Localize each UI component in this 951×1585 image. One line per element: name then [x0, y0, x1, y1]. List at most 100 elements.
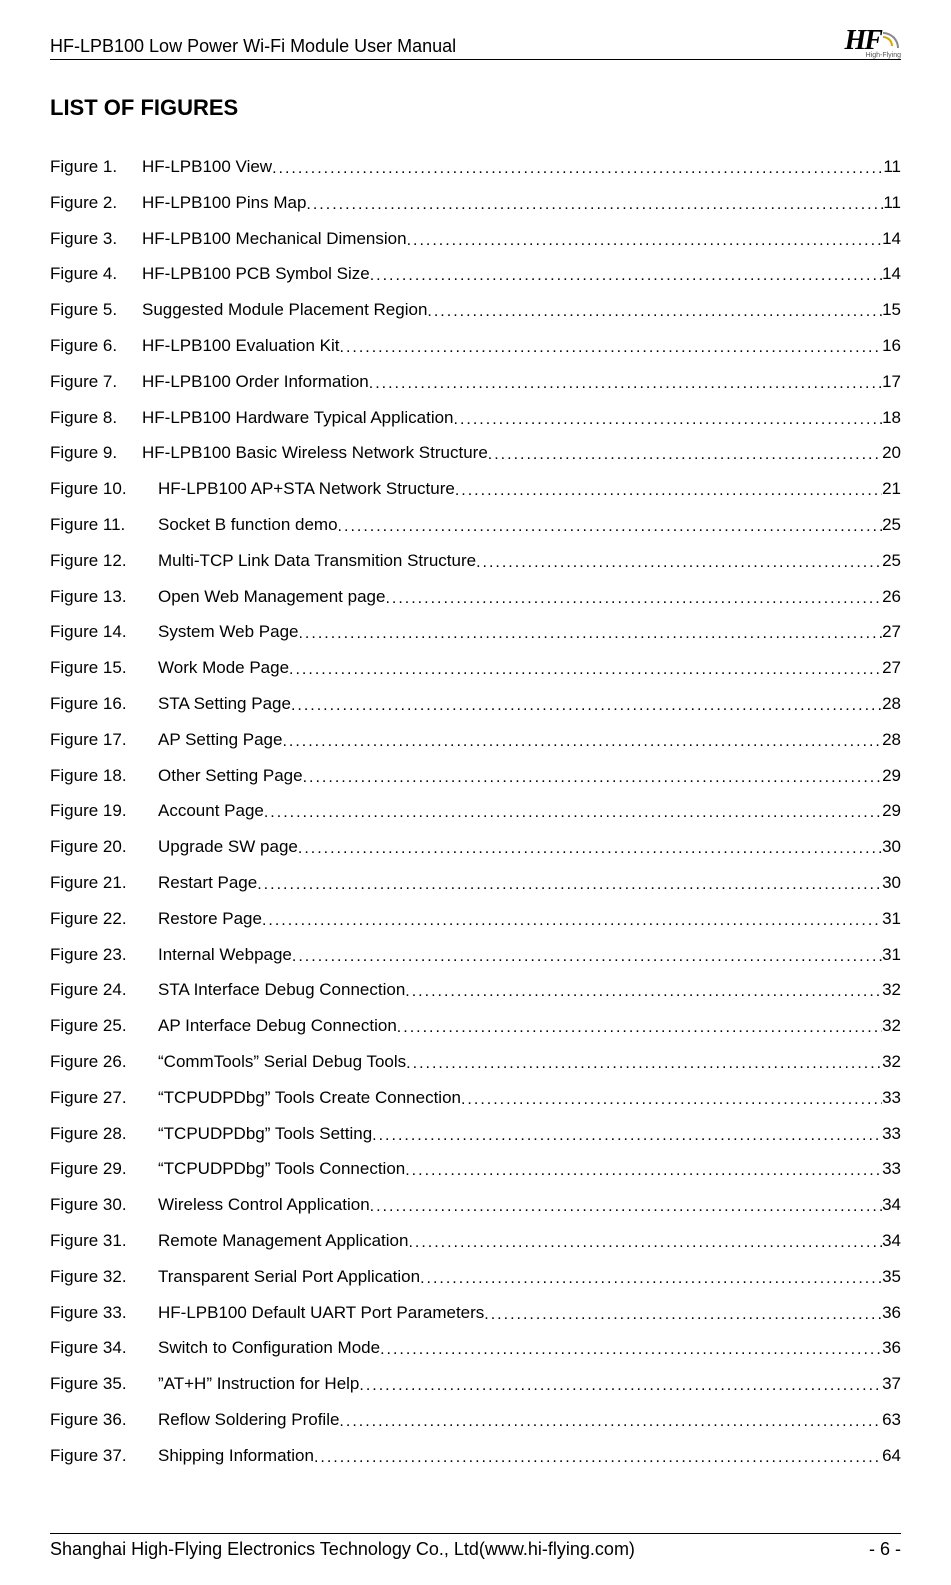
- figure-page: 11: [883, 192, 901, 214]
- figure-title: Suggested Module Placement Region: [142, 299, 427, 321]
- toc-leader-dots: ........................................…: [298, 839, 882, 860]
- toc-leader-dots: ........................................…: [370, 1197, 882, 1218]
- figure-page: 33: [882, 1158, 901, 1180]
- figure-page: 32: [882, 979, 901, 1001]
- figures-list: Figure 1.HF-LPB100 View.................…: [50, 156, 901, 1467]
- toc-entry: Figure 16.STA Setting Page .............…: [50, 693, 901, 716]
- figure-title: Shipping Information: [158, 1445, 314, 1467]
- figure-number: Figure 6.: [50, 335, 142, 357]
- figure-title: Restore Page: [158, 908, 262, 930]
- figure-number: Figure 12.: [50, 550, 158, 572]
- figure-page: 33: [882, 1087, 901, 1109]
- toc-leader-dots: ........................................…: [420, 1269, 882, 1290]
- figure-number: Figure 15.: [50, 657, 158, 679]
- figure-page: 26: [882, 586, 901, 608]
- figure-number: Figure 32.: [50, 1266, 158, 1288]
- toc-leader-dots: ........................................…: [292, 947, 882, 968]
- figure-title: HF-LPB100 Hardware Typical Application: [142, 407, 454, 429]
- figure-number: Figure 35.: [50, 1373, 158, 1395]
- figure-page: 36: [882, 1302, 901, 1324]
- figure-page: 32: [882, 1051, 901, 1073]
- toc-entry: Figure 3.HF-LPB100 Mechanical Dimension …: [50, 228, 901, 251]
- figure-page: 31: [882, 944, 901, 966]
- figure-number: Figure 8.: [50, 407, 142, 429]
- toc-entry: Figure 23.Internal Webpage .............…: [50, 944, 901, 967]
- figure-number: Figure 16.: [50, 693, 158, 715]
- toc-leader-dots: ........................................…: [262, 911, 882, 932]
- figure-number: Figure 19.: [50, 800, 158, 822]
- toc-entry: Figure 4.HF-LPB100 PCB Symbol Size .....…: [50, 263, 901, 286]
- figure-title: Socket B function demo: [158, 514, 338, 536]
- toc-leader-dots: ........................................…: [380, 1340, 882, 1361]
- figure-number: Figure 36.: [50, 1409, 158, 1431]
- figure-title: Wireless Control Application: [158, 1194, 370, 1216]
- toc-leader-dots: ........................................…: [461, 1090, 882, 1111]
- figure-title: Multi-TCP Link Data Transmition Structur…: [158, 550, 476, 572]
- figure-title: HF-LPB100 AP+STA Network Structure: [158, 478, 455, 500]
- figure-number: Figure 37.: [50, 1445, 158, 1467]
- toc-leader-dots: ........................................…: [406, 1054, 882, 1075]
- figure-number: Figure 17.: [50, 729, 158, 751]
- toc-leader-dots: ........................................…: [257, 875, 882, 896]
- figure-title: Upgrade SW page: [158, 836, 298, 858]
- toc-leader-dots: ........................................…: [385, 589, 882, 610]
- figure-page: 28: [882, 693, 901, 715]
- footer-page-number: - 6 -: [869, 1539, 901, 1560]
- toc-entry: Figure 34.Switch to Configuration Mode..…: [50, 1337, 901, 1360]
- figure-number: Figure 2.: [50, 192, 142, 214]
- toc-leader-dots: ........................................…: [455, 481, 882, 502]
- section-title: LIST OF FIGURES: [50, 95, 901, 121]
- figure-page: 30: [882, 836, 901, 858]
- figure-number: Figure 1.: [50, 156, 142, 178]
- toc-entry: Figure 7.HF-LPB100 Order Information ...…: [50, 371, 901, 394]
- figure-number: Figure 27.: [50, 1087, 158, 1109]
- figure-number: Figure 18.: [50, 765, 158, 787]
- figure-page: 14: [882, 228, 901, 250]
- figure-number: Figure 20.: [50, 836, 158, 858]
- figure-title: HF-LPB100 PCB Symbol Size: [142, 263, 370, 285]
- toc-entry: Figure 32.Transparent Serial Port Applic…: [50, 1266, 901, 1289]
- figure-page: 28: [882, 729, 901, 751]
- toc-leader-dots: ........................................…: [372, 1126, 882, 1147]
- figure-title: HF-LPB100 Basic Wireless Network Structu…: [142, 442, 488, 464]
- figure-title: Switch to Configuration Mode: [158, 1337, 380, 1359]
- figure-title: Transparent Serial Port Application: [158, 1266, 420, 1288]
- figure-number: Figure 9.: [50, 442, 142, 464]
- figure-number: Figure 22.: [50, 908, 158, 930]
- figure-title: Account Page: [158, 800, 264, 822]
- figure-title: HF-LPB100 Default UART Port Parameters: [158, 1302, 484, 1324]
- toc-leader-dots: ........................................…: [314, 1448, 882, 1469]
- toc-entry: Figure 8.HF-LPB100 Hardware Typical Appl…: [50, 407, 901, 430]
- figure-title: HF-LPB100 Evaluation Kit: [142, 335, 340, 357]
- figure-number: Figure 34.: [50, 1337, 158, 1359]
- toc-leader-dots: ........................................…: [340, 338, 883, 359]
- toc-entry: Figure 13.Open Web Management page......…: [50, 586, 901, 609]
- figure-page: 27: [882, 621, 901, 643]
- figure-title: HF-LPB100 View: [142, 156, 272, 178]
- toc-entry: Figure 31.Remote Management Application.…: [50, 1230, 901, 1253]
- figure-number: Figure 30.: [50, 1194, 158, 1216]
- toc-entry: Figure 1.HF-LPB100 View.................…: [50, 156, 901, 179]
- toc-leader-dots: ........................................…: [370, 266, 882, 287]
- figure-title: HF-LPB100 Order Information: [142, 371, 369, 393]
- toc-leader-dots: ........................................…: [264, 803, 882, 824]
- figure-page: 35: [882, 1266, 901, 1288]
- figure-page: 33: [882, 1123, 901, 1145]
- figure-title: “TCPUDPDbg” Tools Connection: [158, 1158, 405, 1180]
- figure-page: 29: [882, 765, 901, 787]
- figure-page: 15: [882, 299, 901, 321]
- toc-leader-dots: ........................................…: [272, 159, 883, 180]
- logo-subtitle: High-Flying: [866, 52, 901, 59]
- toc-entry: Figure 2.HF-LPB100 Pins Map.............…: [50, 192, 901, 215]
- toc-entry: Figure 9.HF-LPB100 Basic Wireless Networ…: [50, 442, 901, 465]
- figure-page: 18: [882, 407, 901, 429]
- figure-title: STA Setting Page: [158, 693, 291, 715]
- figure-title: ”AT+H” Instruction for Help: [158, 1373, 359, 1395]
- figure-page: 34: [882, 1194, 901, 1216]
- figure-title: Open Web Management page: [158, 586, 385, 608]
- toc-entry: Figure 22.Restore Page..................…: [50, 908, 901, 931]
- toc-leader-dots: ........................................…: [405, 1161, 882, 1182]
- figure-number: Figure 24.: [50, 979, 158, 1001]
- figure-page: 17: [882, 371, 901, 393]
- figure-page: 63: [882, 1409, 901, 1431]
